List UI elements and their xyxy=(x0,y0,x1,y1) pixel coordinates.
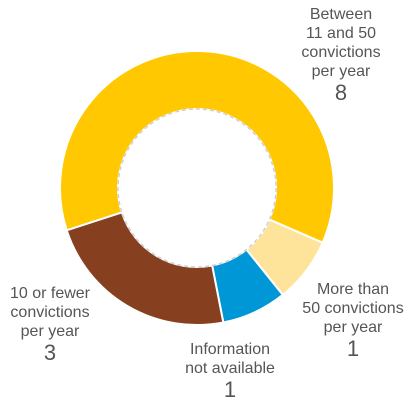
slice-label-line: convictions xyxy=(301,44,381,61)
slice-label-line: Between xyxy=(309,6,373,23)
slice-label-more-than-50: More than 50 convictions per year 1 xyxy=(292,280,414,361)
slice-label-between-11-and-50: Between 11 and 50 convictions per year 8 xyxy=(286,5,396,105)
slice-label-line: 11 and 50 xyxy=(306,25,376,42)
slice-value: 8 xyxy=(334,80,348,105)
slice-value: 1 xyxy=(223,377,237,402)
slice-label-information-not-available: Information not available 1 xyxy=(170,340,290,402)
slice-label-line: not available xyxy=(185,360,275,377)
slice-label-line: per year xyxy=(311,63,371,80)
slices-group xyxy=(59,50,335,326)
slice-label-line: Information xyxy=(189,341,271,358)
slice-label-line: per year xyxy=(20,323,80,340)
slice-label-line: convictions xyxy=(10,304,90,321)
slice-label-line: per year xyxy=(323,319,383,336)
slice-label-line: 10 or fewer xyxy=(9,285,91,302)
slice-label-10-or-fewer: 10 or fewer convictions per year 3 xyxy=(2,284,98,365)
slice-label-line: More than xyxy=(316,281,390,298)
slice-label-line: 50 convictions xyxy=(302,300,404,317)
slice-value: 3 xyxy=(43,340,57,365)
donut-hole xyxy=(117,108,277,268)
slice-value: 1 xyxy=(346,336,360,361)
